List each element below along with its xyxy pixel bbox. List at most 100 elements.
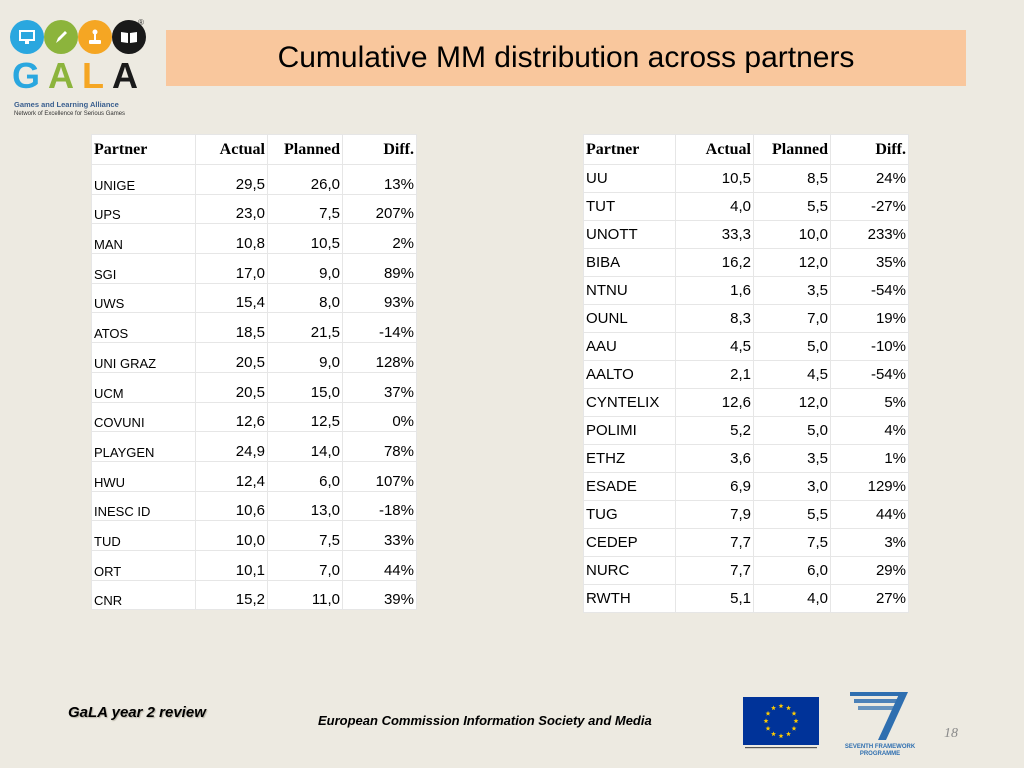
cell-partner: OUNL bbox=[583, 304, 676, 333]
cell-planned: 15,0 bbox=[267, 371, 343, 403]
cell-diff: 44% bbox=[830, 500, 909, 529]
header-planned: Planned bbox=[267, 134, 343, 165]
table-row: UPS 23,0 7,5 207% bbox=[91, 193, 417, 225]
fp7-line2: PROGRAMME bbox=[860, 751, 900, 757]
cell-partner: TUG bbox=[583, 500, 676, 529]
cell-partner: UPS bbox=[91, 193, 196, 225]
cell-planned: 9,0 bbox=[267, 253, 343, 284]
cell-diff: -14% bbox=[342, 312, 417, 344]
cell-partner: UNI GRAZ bbox=[91, 342, 196, 373]
page-number: 18 bbox=[944, 726, 958, 741]
table-row: MAN 10,8 10,5 2% bbox=[91, 223, 417, 255]
cell-planned: 10,5 bbox=[267, 223, 343, 255]
cell-actual: 4,0 bbox=[675, 192, 754, 221]
table-row: ESADE 6,9 3,0 129% bbox=[583, 472, 909, 501]
cell-actual: 17,0 bbox=[195, 253, 268, 284]
cell-planned: 5,5 bbox=[753, 192, 831, 221]
cell-planned: 4,0 bbox=[753, 584, 831, 613]
joystick-icon bbox=[78, 20, 112, 54]
eu-star bbox=[778, 703, 784, 709]
eu-star bbox=[765, 710, 771, 716]
cell-partner: CNR bbox=[91, 579, 196, 611]
cell-actual: 7,7 bbox=[675, 556, 754, 585]
cell-partner: CEDEP bbox=[583, 528, 676, 557]
header-diff: Diff. bbox=[830, 134, 909, 165]
cell-partner: HWU bbox=[91, 460, 196, 492]
cell-partner: NTNU bbox=[583, 276, 676, 305]
table-row: CNR 15,2 11,0 39% bbox=[91, 579, 417, 611]
monitor-icon bbox=[10, 20, 44, 54]
cell-planned: 5,0 bbox=[753, 416, 831, 445]
cell-diff: 233% bbox=[830, 220, 909, 249]
table-row: CYNTELIX 12,6 12,0 5% bbox=[583, 388, 909, 417]
cell-actual: 12,6 bbox=[675, 388, 754, 417]
table-row: UNI GRAZ 20,5 9,0 128% bbox=[91, 342, 417, 373]
eu-flag-icon bbox=[743, 697, 819, 751]
cell-diff: -18% bbox=[342, 490, 417, 522]
eu-star bbox=[786, 731, 791, 737]
cell-actual: 10,5 bbox=[675, 164, 754, 193]
table-row: ATOS 18,5 21,5 -14% bbox=[91, 312, 417, 344]
table-row: ORT 10,1 7,0 44% bbox=[91, 549, 417, 581]
cell-partner: TUT bbox=[583, 192, 676, 221]
cell-planned: 3,5 bbox=[753, 444, 831, 473]
table-row: HWU 12,4 6,0 107% bbox=[91, 460, 417, 492]
cell-planned: 3,5 bbox=[753, 276, 831, 305]
cell-partner: POLIMI bbox=[583, 416, 676, 445]
cell-partner: COVUNI bbox=[91, 401, 196, 433]
cell-diff: 33% bbox=[342, 520, 417, 551]
cell-planned: 3,0 bbox=[753, 472, 831, 501]
logo-tagline: Network of Excellence for Serious Games bbox=[14, 111, 126, 117]
table-row: TUD 10,0 7,5 33% bbox=[91, 520, 417, 551]
eu-star bbox=[786, 705, 791, 711]
cell-planned: 12,5 bbox=[267, 401, 343, 433]
cell-diff: 39% bbox=[342, 579, 417, 611]
cell-planned: 12,0 bbox=[753, 248, 831, 277]
cell-diff: 89% bbox=[342, 253, 417, 284]
cell-diff: -27% bbox=[830, 192, 909, 221]
title-bar: Cumulative MM distribution across partne… bbox=[166, 30, 966, 86]
cell-diff: 207% bbox=[342, 193, 417, 225]
cell-planned: 11,0 bbox=[267, 579, 343, 611]
cell-diff: 5% bbox=[830, 388, 909, 417]
eu-star bbox=[778, 733, 784, 739]
cell-actual: 10,6 bbox=[195, 490, 268, 522]
table-row: AAU 4,5 5,0 -10% bbox=[583, 332, 909, 361]
cell-actual: 1,6 bbox=[675, 276, 754, 305]
table-row: TUG 7,9 5,5 44% bbox=[583, 500, 909, 529]
table-row: BIBA 16,2 12,0 35% bbox=[583, 248, 909, 277]
cell-planned: 7,5 bbox=[753, 528, 831, 557]
logo-subtitle: Games and Learning Alliance bbox=[14, 100, 119, 109]
eu-star bbox=[793, 718, 799, 724]
cell-actual: 23,0 bbox=[195, 193, 268, 225]
cell-diff: 0% bbox=[342, 401, 417, 433]
cell-partner: UCM bbox=[91, 371, 196, 403]
table-row: RWTH 5,1 4,0 27% bbox=[583, 584, 909, 613]
cell-planned: 6,0 bbox=[267, 460, 343, 492]
cell-diff: 93% bbox=[342, 282, 417, 314]
cell-actual: 15,2 bbox=[195, 579, 268, 611]
cell-diff: 78% bbox=[342, 431, 417, 462]
table-row: UU 10,5 8,5 24% bbox=[583, 164, 909, 193]
header-partner: Partner bbox=[91, 134, 196, 165]
cell-planned: 7,5 bbox=[267, 520, 343, 551]
table-row: TUT 4,0 5,5 -27% bbox=[583, 192, 909, 221]
cell-planned: 4,5 bbox=[753, 360, 831, 389]
cell-actual: 20,5 bbox=[195, 342, 268, 373]
pencil-icon bbox=[44, 20, 78, 54]
book-icon bbox=[112, 20, 146, 54]
cell-planned: 5,0 bbox=[753, 332, 831, 361]
cell-diff: 37% bbox=[342, 371, 417, 403]
cell-actual: 18,5 bbox=[195, 312, 268, 344]
cell-actual: 10,1 bbox=[195, 549, 268, 581]
cell-actual: 12,4 bbox=[195, 460, 268, 492]
cell-actual: 8,3 bbox=[675, 304, 754, 333]
cell-actual: 5,1 bbox=[675, 584, 754, 613]
table-row: PLAYGEN 24,9 14,0 78% bbox=[91, 431, 417, 462]
eu-star bbox=[765, 725, 771, 731]
cell-diff: 128% bbox=[342, 342, 417, 373]
cell-planned: 7,5 bbox=[267, 193, 343, 225]
cell-diff: 29% bbox=[830, 556, 909, 585]
cell-planned: 8,5 bbox=[753, 164, 831, 193]
cell-actual: 24,9 bbox=[195, 431, 268, 462]
